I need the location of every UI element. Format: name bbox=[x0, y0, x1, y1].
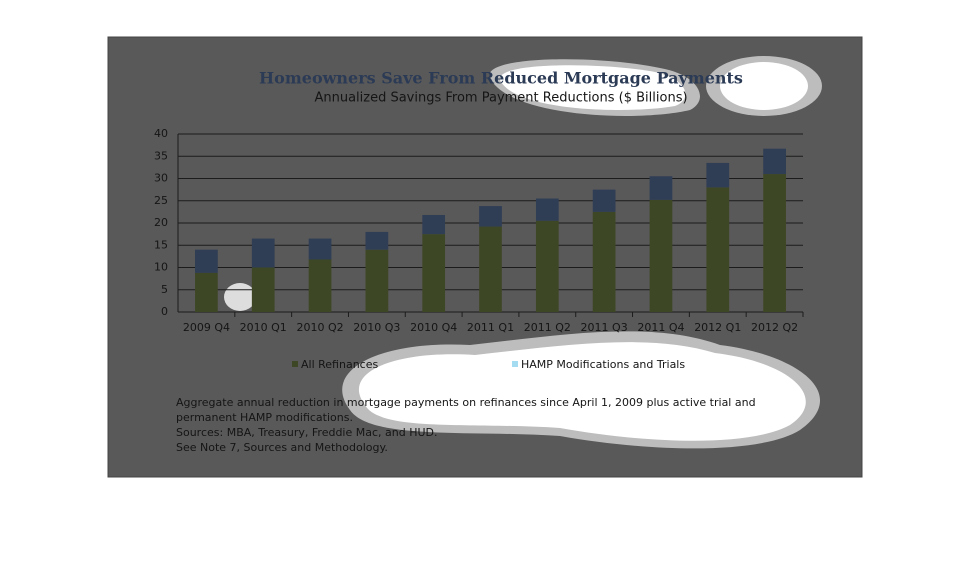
bar-segment bbox=[365, 231, 389, 250]
bar-segment bbox=[365, 249, 389, 312]
legend-swatch bbox=[512, 361, 518, 367]
bar-segment bbox=[479, 226, 502, 312]
y-tick-label: 40 bbox=[154, 127, 168, 140]
x-tick-label: 2010 Q4 bbox=[410, 321, 457, 334]
legend-label: HAMP Modifications and Trials bbox=[521, 358, 685, 371]
bar-segment bbox=[592, 189, 616, 212]
y-tick-label: 0 bbox=[161, 305, 168, 318]
legend-label: All Refinances bbox=[301, 358, 378, 371]
bar-segment bbox=[308, 238, 332, 260]
x-tick-label: 2010 Q3 bbox=[353, 321, 400, 334]
x-tick-label: 2011 Q3 bbox=[581, 321, 628, 334]
y-tick-label: 15 bbox=[154, 238, 168, 251]
x-tick-label: 2010 Q1 bbox=[240, 321, 287, 334]
y-tick-label: 10 bbox=[154, 261, 168, 274]
x-tick-label: 2009 Q4 bbox=[183, 321, 230, 334]
chart-title: Homeowners Save From Reduced Mortgage Pa… bbox=[259, 69, 743, 88]
note: permanent HAMP modifications. bbox=[176, 411, 353, 424]
redactions bbox=[224, 56, 822, 449]
chart-subtitle: Annualized Savings From Payment Reductio… bbox=[314, 91, 687, 106]
blob bbox=[358, 342, 806, 441]
bar-segment bbox=[422, 214, 446, 235]
blob bbox=[499, 65, 686, 110]
x-tick-label: 2011 Q4 bbox=[637, 321, 684, 334]
bar-segment bbox=[195, 272, 218, 312]
bar-segment bbox=[649, 176, 673, 200]
bar-segment bbox=[763, 148, 786, 175]
y-tick-label: 35 bbox=[154, 149, 168, 162]
bar-segment bbox=[535, 220, 559, 312]
blob bbox=[224, 283, 256, 311]
note: Aggregate annual reduction in mortgage p… bbox=[176, 396, 756, 409]
bar-segment bbox=[251, 238, 275, 268]
x-tick-label: 2012 Q2 bbox=[751, 321, 798, 334]
bar-segment bbox=[706, 187, 730, 312]
bar-segment bbox=[649, 199, 673, 312]
legend-swatch bbox=[292, 361, 298, 367]
bar-segment bbox=[422, 234, 446, 312]
note: Sources: MBA, Treasury, Freddie Mac, and… bbox=[176, 426, 438, 439]
bar-segment bbox=[706, 162, 730, 188]
blob bbox=[720, 62, 808, 110]
x-tick-label: 2012 Q1 bbox=[694, 321, 741, 334]
bar-segment bbox=[479, 206, 502, 227]
bar-segment bbox=[763, 174, 786, 312]
x-tick-label: 2011 Q2 bbox=[524, 321, 571, 334]
note: See Note 7, Sources and Methodology. bbox=[176, 441, 388, 454]
bar-segment bbox=[251, 267, 275, 312]
bar-segment bbox=[535, 198, 559, 221]
x-tick-label: 2010 Q2 bbox=[296, 321, 343, 334]
y-tick-label: 30 bbox=[154, 172, 168, 185]
x-tick-label: 2011 Q1 bbox=[467, 321, 514, 334]
y-tick-label: 25 bbox=[154, 194, 168, 207]
bar-segment bbox=[195, 249, 218, 273]
y-tick-label: 20 bbox=[154, 216, 168, 229]
bar-segment bbox=[592, 211, 616, 312]
bar-segment bbox=[308, 259, 332, 312]
y-tick-label: 5 bbox=[161, 283, 168, 296]
